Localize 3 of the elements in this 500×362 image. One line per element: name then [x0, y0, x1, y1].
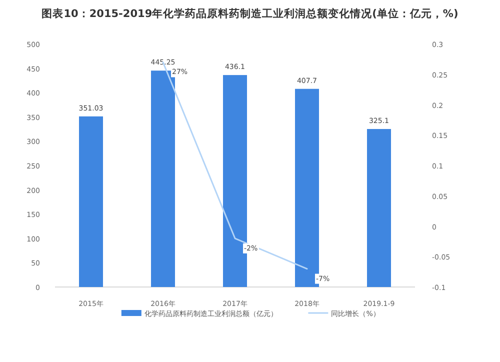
chart-title: 图表10：2015-2019年化学药品原料药制造工业利润总额变化情况(单位：亿元，%): [42, 7, 458, 20]
bar: [367, 129, 391, 287]
bar: [79, 116, 103, 287]
